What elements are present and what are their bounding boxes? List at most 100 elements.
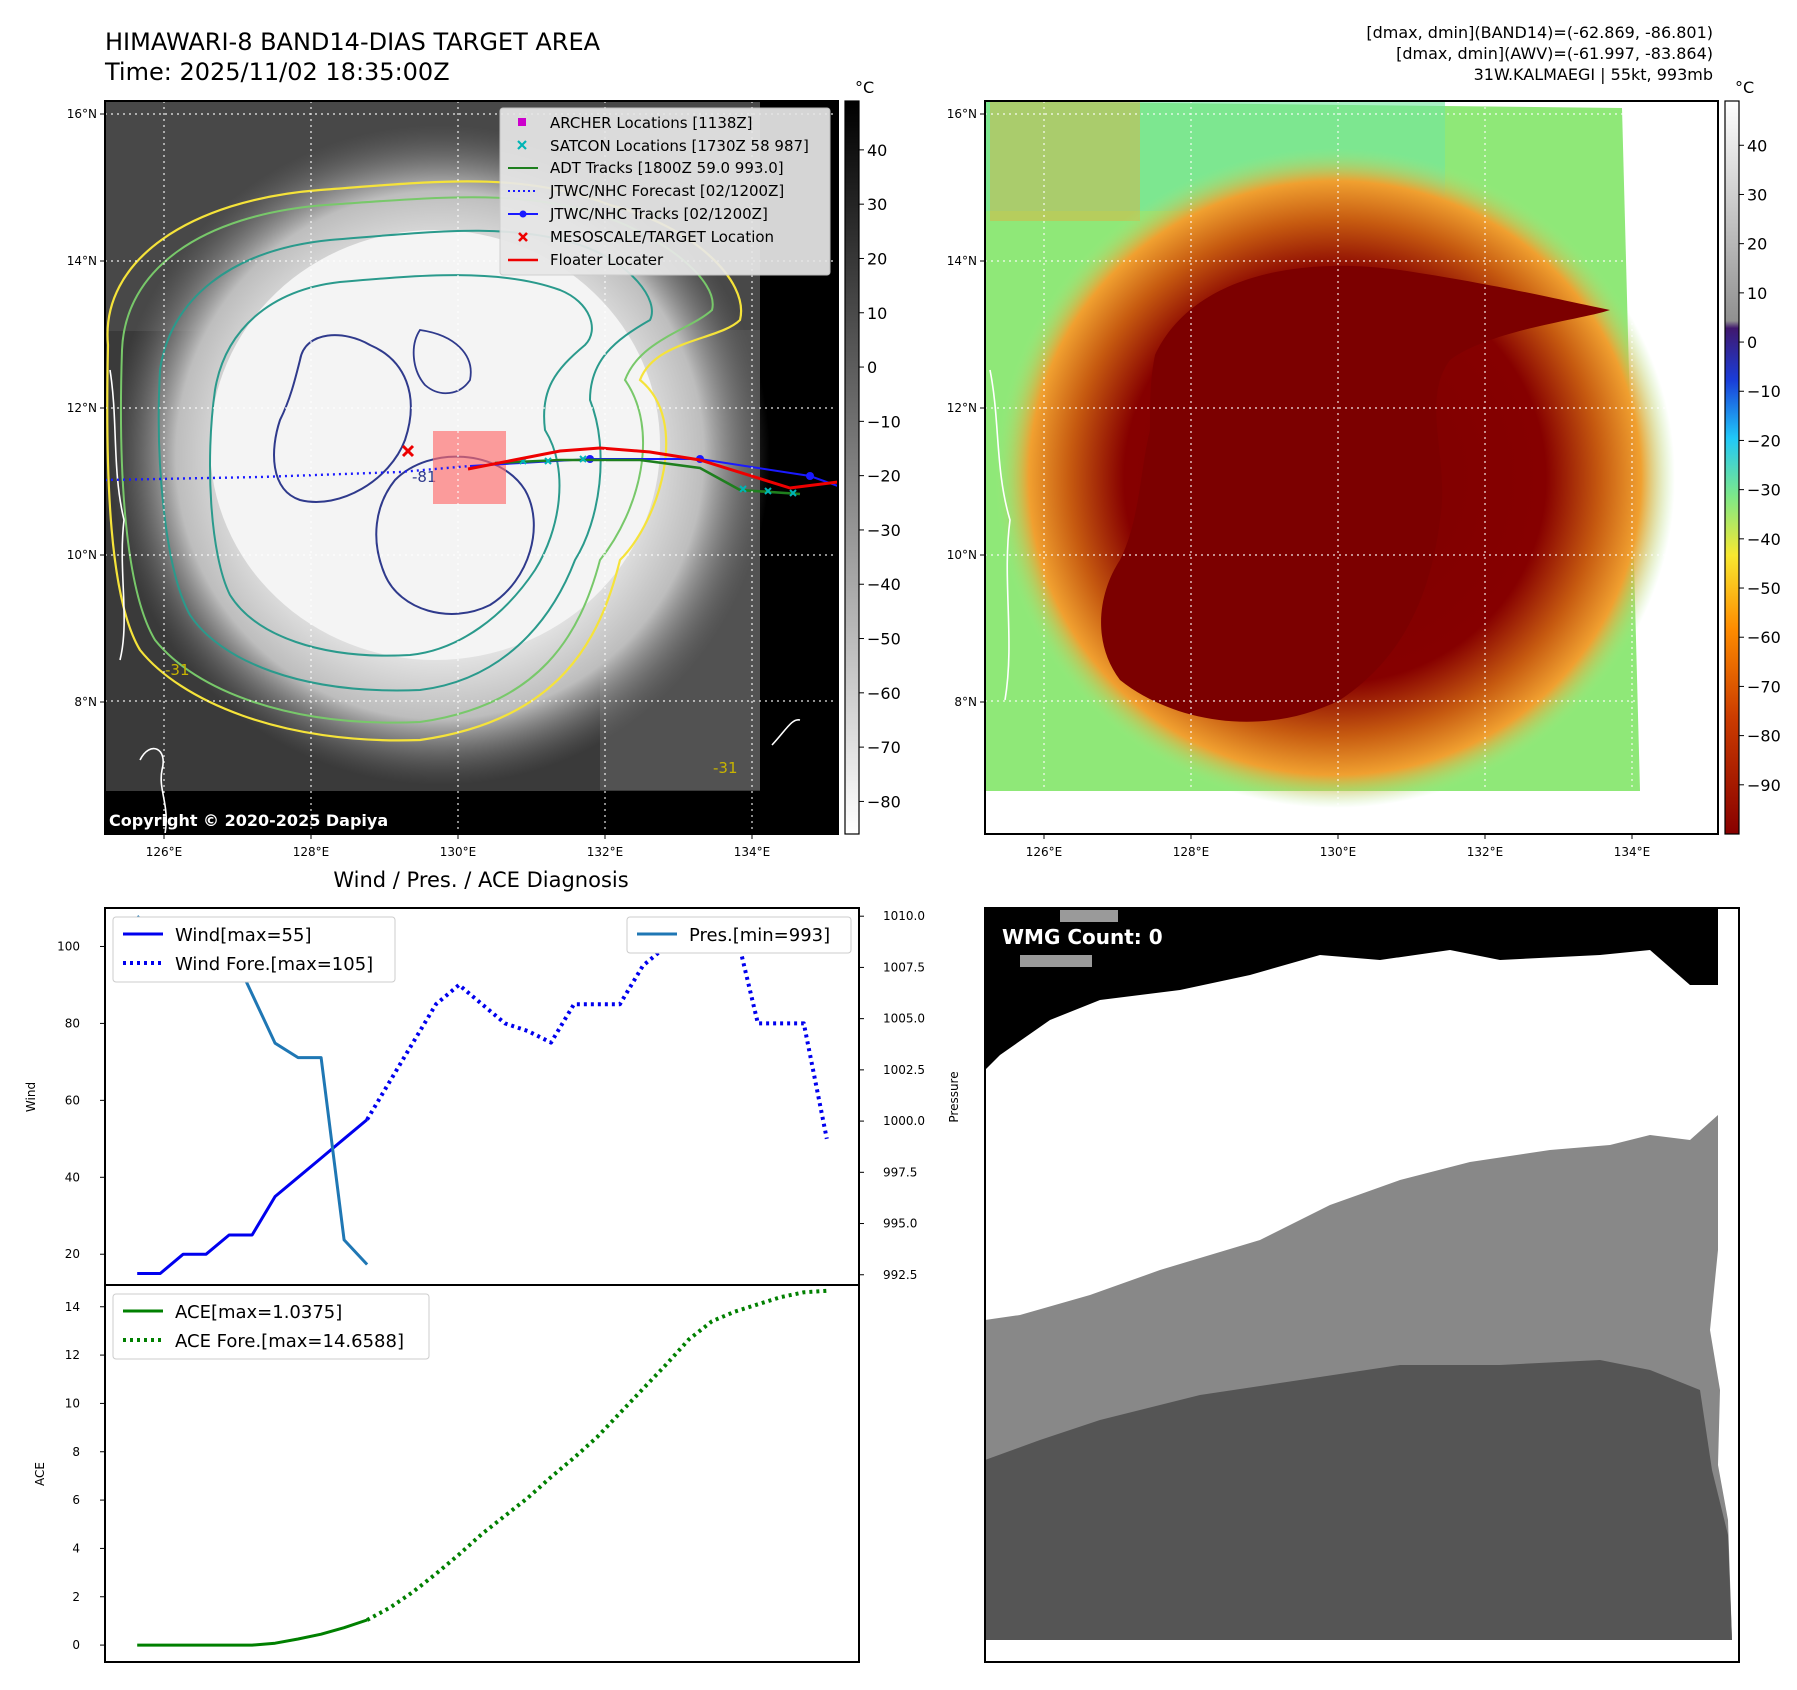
wind-forecast-line (365, 925, 829, 1140)
band14-range: [dmax, dmin](BAND14)=(-62.869, -86.801) (1366, 23, 1713, 42)
ace-axis-label: ACE (33, 1462, 47, 1486)
lon-tick-label: 132°E (587, 845, 624, 859)
colorbar-tick-label: 40 (867, 141, 887, 160)
awv-map (985, 101, 1718, 834)
lon-tick-label: 132°E (1467, 845, 1504, 859)
storm-info: 31W.KALMAEGI | 55kt, 993mb (1474, 65, 1713, 84)
legend-wind: Wind[max=55] (175, 925, 312, 946)
lat-tick-label: 16°N (947, 107, 977, 121)
pressure-tick-label: 992.5 (883, 1268, 917, 1282)
awv-colorbar (1724, 100, 1740, 835)
wmg-gray-patch-top (1060, 910, 1118, 922)
legend-jtwc-tracks-marker (519, 210, 527, 218)
legend-adt: ADT Tracks [1800Z 59.0 993.0] (550, 159, 784, 177)
colorbar-tick-label: −40 (867, 575, 901, 594)
awv-map-frame (984, 100, 1719, 835)
colorbar-tick-label: 20 (867, 249, 887, 268)
lat-tick-label: 14°N (947, 254, 977, 268)
coastline-palau (771, 719, 801, 746)
colorbar-tick-label: −60 (1747, 628, 1781, 647)
ir-lon-labels: 126°E 128°E 130°E 132°E 134°E (146, 834, 770, 859)
ace-line (137, 1618, 368, 1647)
copyright: Copyright © 2020-2025 Dapiya (109, 811, 388, 830)
jtwc-forecast-track (105, 464, 471, 482)
colorbar-tick-label: −10 (867, 412, 901, 431)
floater-track (467, 446, 838, 490)
wind-tick-label: 80 (65, 1016, 80, 1030)
wind-tick-label: 40 (65, 1170, 80, 1184)
wind-tick-label: 20 (65, 1247, 80, 1261)
lat-tick-label: 10°N (947, 548, 977, 562)
ace-tick-label: 10 (65, 1396, 80, 1410)
wind-line (137, 1118, 369, 1275)
ir-legend: ARCHER Locations [1138Z] SATCON Location… (499, 107, 831, 276)
pressure-legend: Pres.[min=993] (626, 916, 852, 954)
wmg-count: WMG Count: 0 (1002, 925, 1163, 949)
colorbar-tick-label: 20 (1747, 235, 1767, 254)
ir-colorbar-ticks: 40 30 20 10 0 −10 −20 −30 −40 −50 −60 −70 −80 (859, 141, 901, 811)
colorbar-tick-label: 0 (1747, 333, 1757, 352)
contour-yellow (106, 180, 743, 742)
legend-ace-fore: ACE Fore.[max=14.6588] (175, 1331, 404, 1352)
wind-legend-box (112, 916, 396, 983)
awv-lon-labels: 126°E 128°E 130°E 132°E 134°E (1026, 834, 1650, 859)
legend-ace: ACE[max=1.0375] (175, 1302, 342, 1323)
diagnosis-title: Wind / Pres. / ACE Diagnosis (333, 868, 628, 892)
pressure-axis-ticks: 1010.0 1007.5 1005.0 1002.5 1000.0 997.5 995.0… (859, 909, 925, 1282)
lat-tick-label: 8°N (954, 695, 977, 709)
wind-tick-label: 60 (65, 1093, 80, 1107)
colorbar-tick-label: −90 (1747, 776, 1781, 795)
lon-tick-label: 128°E (1173, 845, 1210, 859)
legend-archer: ARCHER Locations [1138Z] (550, 114, 753, 132)
awv-range: [dmax, dmin](AWV)=(-61.997, -83.864) (1396, 44, 1713, 63)
ace-tick-label: 6 (72, 1493, 80, 1507)
ace-tick-label: 8 (72, 1445, 80, 1459)
contour-label-sw: -31 (165, 661, 190, 679)
colorbar-tick-label: −50 (867, 630, 901, 649)
wmg-frame (984, 907, 1740, 1663)
awv-colorbar-ticks: 40 30 20 10 0 −10 −20 −30 −40 −50 −60 −70 −80 −90 (1739, 136, 1781, 795)
lat-tick-label: 12°N (947, 401, 977, 415)
lon-tick-label: 126°E (1026, 845, 1063, 859)
colorbar-tick-label: −80 (867, 792, 901, 811)
wmg-panel: WMG Count: 0 (985, 908, 1739, 1662)
colorbar-tick-label: −20 (1747, 431, 1781, 450)
colorbar-tick-label: 0 (867, 358, 877, 377)
wmg-dark-gray-region (985, 1360, 1732, 1640)
colorbar-tick-label: −50 (1747, 579, 1781, 598)
pressure-axis-label: Pressure (947, 1071, 961, 1122)
awv-cold-core-south (1112, 603, 1250, 696)
wind-axis-ticks: 100 80 60 40 20 (57, 939, 105, 1261)
colorbar-tick-label: −60 (867, 684, 901, 703)
contour-label-se: -31 (713, 759, 738, 777)
pressure-tick-label: 1000.0 (883, 1114, 925, 1128)
awv-coastline (989, 369, 1011, 701)
contour-label-core: -81 (412, 468, 437, 486)
pressure-tick-label: 1010.0 (883, 909, 925, 923)
wmg-bottom-strip (985, 1640, 1739, 1662)
ir-colorbar (844, 100, 860, 835)
contour-cold-north (412, 329, 472, 394)
colorbar-tick-label: −40 (1747, 530, 1781, 549)
legend-wind-fore: Wind Fore.[max=105] (175, 954, 373, 975)
colorbar-tick-label: 10 (1747, 284, 1767, 303)
ace-tick-label: 2 (72, 1590, 80, 1604)
legend-target: MESOSCALE/TARGET Location (550, 228, 774, 246)
ace-tick-label: 4 (72, 1541, 80, 1555)
pressure-tick-label: 1002.5 (883, 1063, 925, 1077)
colorbar-tick-label: 30 (1747, 185, 1767, 204)
wind-legend: Wind[max=55] Wind Fore.[max=105] (112, 916, 396, 983)
awv-gridlines (985, 101, 1718, 834)
colorbar-tick-label: 10 (867, 304, 887, 323)
pressure-tick-label: 1005.0 (883, 1012, 925, 1026)
jtwc-track-point (806, 472, 814, 480)
pressure-tick-label: 1007.5 (883, 960, 925, 974)
contour-cold-west (273, 334, 412, 503)
awv-northwest-warm (990, 101, 1140, 221)
coastline-philippines (109, 369, 125, 661)
colorbar-tick-label: 30 (867, 195, 887, 214)
awv-lat-labels: 16°N 14°N 12°N 10°N 8°N (947, 107, 985, 709)
figure-title: HIMAWARI-8 BAND14-DIAS TARGET AREA (105, 28, 601, 56)
colorbar-tick-label: −70 (1747, 677, 1781, 696)
